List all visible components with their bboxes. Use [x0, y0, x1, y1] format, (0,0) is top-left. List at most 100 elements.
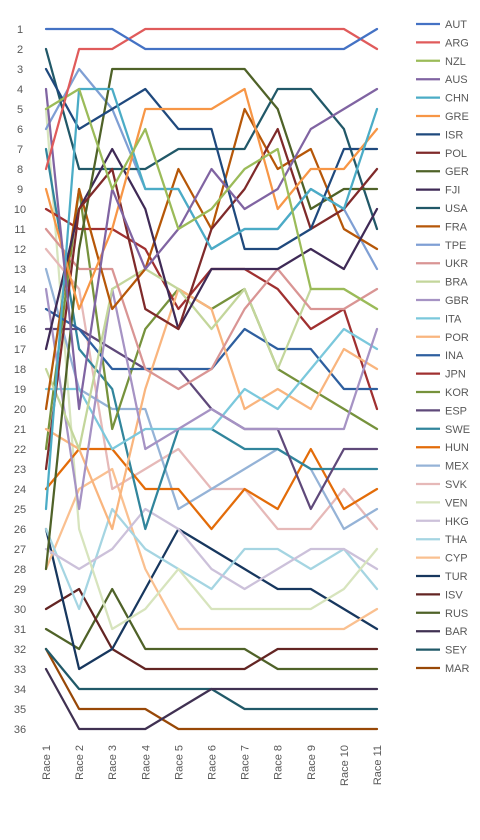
- x-tick-label: Race 11: [372, 745, 384, 785]
- series-line-isr: [44, 67, 379, 251]
- x-tick-label: Race 6: [207, 745, 219, 780]
- legend-item-aut: AUT: [416, 19, 467, 31]
- legend-label: USA: [445, 203, 468, 215]
- series-line-aut: [44, 27, 379, 51]
- legend-label: INA: [445, 350, 464, 362]
- legend-item-tpe: TPE: [416, 240, 466, 252]
- legend-label: JPN: [445, 369, 466, 381]
- legend-label: SVK: [445, 479, 468, 491]
- legend: AUT ARG NZL AUS CHN GRE ISR POL GER FJI USA FRA TPE U…: [416, 19, 470, 675]
- series-line-aus: [44, 87, 379, 411]
- legend-item-gre: GRE: [416, 111, 469, 123]
- y-tick-label: 29: [14, 584, 26, 596]
- y-tick-label: 1: [17, 24, 23, 36]
- y-tick-label: 6: [17, 124, 23, 136]
- legend-label: FJI: [445, 185, 460, 197]
- legend-label: BAR: [445, 626, 468, 638]
- legend-item-hun: HUN: [416, 442, 469, 454]
- series-line-isv: [44, 587, 379, 671]
- legend-label: VEN: [445, 497, 468, 509]
- legend-item-pol: POL: [416, 148, 467, 160]
- legend-label: HKG: [445, 516, 469, 528]
- legend-item-mex: MEX: [416, 461, 470, 473]
- x-tick-label: Race 9: [306, 745, 318, 780]
- legend-label: TPE: [445, 240, 466, 252]
- legend-label: AUT: [445, 19, 467, 31]
- legend-item-fji: FJI: [416, 185, 460, 197]
- y-tick-label: 32: [14, 644, 26, 656]
- legend-label: ITA: [445, 313, 462, 325]
- legend-label: SWE: [445, 424, 470, 436]
- legend-item-ukr: UKR: [416, 258, 468, 270]
- legend-item-svk: SVK: [416, 479, 468, 491]
- y-tick-label: 16: [14, 324, 26, 336]
- legend-label: RUS: [445, 608, 468, 620]
- legend-item-fra: FRA: [416, 221, 468, 233]
- legend-label: CHN: [445, 93, 469, 105]
- series-line-fji: [44, 147, 379, 351]
- legend-item-nzl: NZL: [416, 56, 466, 68]
- x-tick-label: Race 8: [273, 745, 285, 780]
- series-line-nzl: [44, 87, 379, 311]
- series-line-pol: [44, 127, 379, 471]
- y-tick-label: 18: [14, 364, 26, 376]
- legend-label: ARG: [445, 37, 469, 49]
- legend-label: KOR: [445, 387, 469, 399]
- legend-label: POR: [445, 332, 469, 344]
- y-tick-label: 28: [14, 564, 26, 576]
- y-tick-label: 27: [14, 544, 26, 556]
- series-line-ita: [44, 327, 379, 451]
- legend-label: HUN: [445, 442, 469, 454]
- y-tick-label: 2: [17, 44, 23, 56]
- legend-item-arg: ARG: [416, 37, 469, 49]
- y-tick-label: 10: [14, 204, 26, 216]
- legend-item-ven: VEN: [416, 497, 468, 509]
- series-line-arg: [44, 27, 379, 171]
- legend-label: BRA: [445, 277, 468, 289]
- x-tick-label: Race 2: [74, 745, 86, 780]
- x-tick-label: Race 5: [173, 745, 185, 780]
- series-line-gbr: [44, 287, 379, 511]
- legend-item-cyp: CYP: [416, 553, 468, 565]
- legend-item-usa: USA: [416, 203, 468, 215]
- y-tick-label: 19: [14, 384, 26, 396]
- legend-label: GER: [445, 166, 469, 178]
- legend-label: GRE: [445, 111, 469, 123]
- series-line-rus: [44, 587, 379, 671]
- x-tick-label: Race 10: [339, 745, 351, 786]
- legend-item-jpn: JPN: [416, 369, 466, 381]
- y-tick-label: 13: [14, 264, 26, 276]
- x-tick-label: Race 7: [240, 745, 252, 780]
- y-tick-label: 12: [14, 244, 26, 256]
- legend-item-chn: CHN: [416, 93, 469, 105]
- series-line-ven: [44, 107, 379, 631]
- legend-item-ger: GER: [416, 166, 469, 178]
- legend-item-gbr: GBR: [416, 295, 469, 307]
- y-tick-label: 7: [17, 144, 23, 156]
- plot-area: [44, 27, 379, 731]
- legend-label: ISV: [445, 589, 463, 601]
- y-tick-label: 11: [14, 224, 25, 236]
- legend-label: THA: [445, 534, 468, 546]
- legend-item-hkg: HKG: [416, 516, 469, 528]
- y-tick-label: 26: [14, 524, 26, 536]
- y-tick-label: 33: [14, 664, 26, 676]
- series-line-chn: [44, 87, 379, 511]
- legend-item-aus: AUS: [416, 74, 468, 86]
- y-tick-label: 31: [14, 624, 26, 636]
- y-tick-label: 30: [14, 604, 26, 616]
- y-tick-label: 17: [14, 344, 26, 356]
- legend-label: UKR: [445, 258, 468, 270]
- legend-item-esp: ESP: [416, 405, 467, 417]
- legend-item-por: POR: [416, 332, 469, 344]
- series-line-por: [44, 287, 379, 531]
- y-tick-label: 20: [14, 404, 26, 416]
- series-line-mar: [44, 647, 379, 731]
- legend-item-swe: SWE: [416, 424, 470, 436]
- y-tick-label: 24: [14, 484, 26, 496]
- legend-item-mar: MAR: [416, 663, 470, 675]
- legend-item-tur: TUR: [416, 571, 468, 583]
- x-tick-label: Race 1: [41, 745, 53, 780]
- legend-label: AUS: [445, 74, 468, 86]
